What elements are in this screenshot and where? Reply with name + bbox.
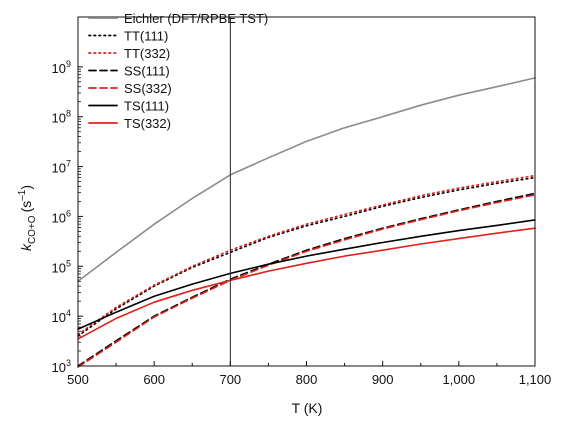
ticks-layer: 500 600 700 800 900 1,000 1,100103104105106107… [52,59,552,387]
y-tick-label-0: 103 [52,358,71,375]
y-tick-exponent: 8 [66,109,71,119]
legend-label-3: SS(111) [124,64,170,79]
x-tick-label-4: 900 [372,372,394,387]
y-tick-label-3: 106 [52,208,71,225]
y-tick-base: 10 [52,310,66,325]
y-tick-label-6: 109 [52,59,71,76]
y-axis-symbol: k [18,243,34,251]
series-line-3 [77,192,536,367]
x-tick-label-5: 1,000 [443,372,476,387]
y-tick-base: 10 [52,210,66,225]
legend-label-2: TT(332) [124,46,170,61]
series-line-4 [77,194,536,368]
legend-label-0: Eichler (DFT/RPBE TST) [124,11,268,26]
x-tick-label-1: 600 [143,372,165,387]
y-tick-base: 10 [52,360,66,375]
y-tick-label-1: 104 [52,308,71,325]
y-tick-label-4: 107 [52,159,71,176]
y-tick-exponent: 3 [66,358,71,368]
series-line-6 [77,227,536,340]
y-axis-title: kCO+O (s–1) [17,185,38,251]
series-line-0 [77,77,536,283]
series-line-1 [77,176,536,337]
y-tick-base: 10 [52,161,66,176]
legend-label-1: TT(111) [124,29,168,44]
y-tick-exponent: 4 [66,308,71,318]
series-layer [77,77,536,368]
y-tick-base: 10 [52,260,66,275]
y-axis-units-close: ) [18,185,34,190]
series-line-2 [77,174,536,336]
y-tick-exponent: 7 [66,159,71,169]
x-tick-label-2: 700 [219,372,241,387]
legend-label-4: SS(332) [124,81,172,96]
y-tick-label-2: 105 [52,258,71,275]
x-tick-label-0: 500 [67,372,89,387]
legend-label-6: TS(332) [124,116,171,131]
y-tick-exponent: 5 [66,258,71,268]
y-tick-label-5: 108 [52,109,71,126]
y-tick-base: 10 [52,111,66,126]
y-axis-units: (s [18,201,34,213]
y-tick-exponent: 6 [66,208,71,218]
x-tick-label-6: 1,100 [519,372,552,387]
y-tick-exponent: 9 [66,59,71,69]
legend-label-5: TS(111) [124,99,169,114]
y-axis-subscript: CO+O [27,215,38,244]
y-tick-base: 10 [52,61,66,76]
x-axis-title: T (K) [292,400,323,416]
x-tick-label-3: 800 [296,372,318,387]
y-axis-units-superscript: –1 [17,189,28,201]
legend: Eichler (DFT/RPBE TST) TT(111) TT(332) SS(1… [88,11,268,131]
series-line-5 [77,219,536,330]
